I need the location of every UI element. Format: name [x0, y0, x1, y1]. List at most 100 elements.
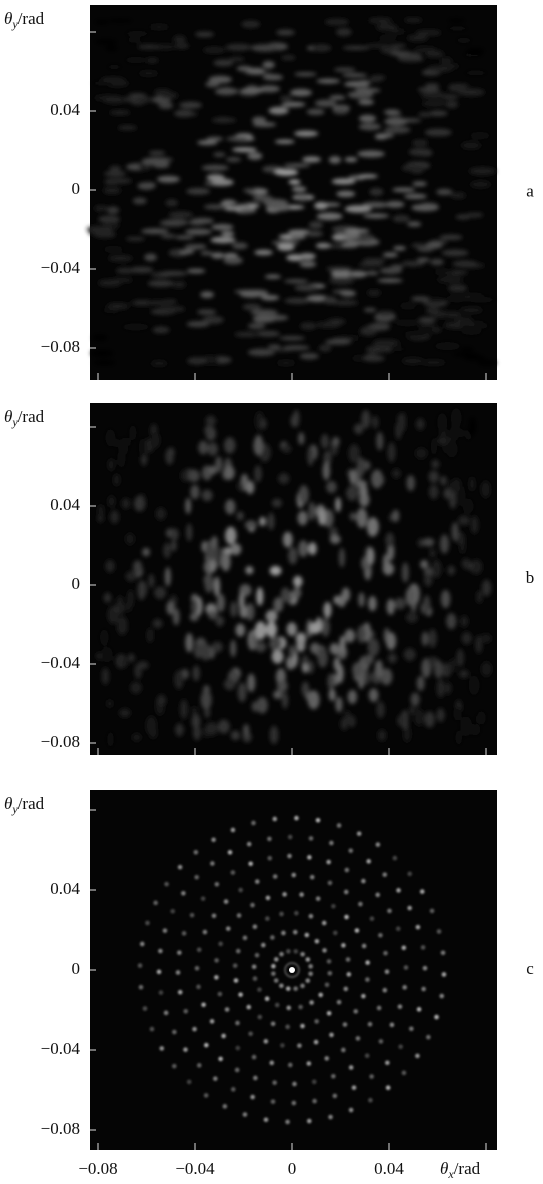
speckle-spot	[460, 717, 472, 736]
speckle-spot	[151, 360, 167, 366]
diffraction-spot	[285, 1120, 290, 1125]
diffraction-spot	[272, 1080, 277, 1085]
y-axis-label: θy/rad	[4, 9, 45, 31]
diffraction-spot	[250, 1095, 255, 1100]
speckle-spot	[447, 18, 465, 22]
diffraction-spot	[228, 850, 233, 855]
diffraction-spot	[404, 965, 409, 970]
speckle-spot	[190, 485, 199, 499]
speckle-spot	[469, 477, 475, 491]
speckle-spot	[386, 201, 405, 208]
speckle-spot	[459, 486, 466, 506]
speckle-spot	[434, 660, 443, 678]
speckle-spot	[240, 88, 264, 94]
diffraction-spot	[398, 1004, 403, 1009]
diffraction-spot	[315, 939, 320, 944]
speckle-spot	[113, 473, 120, 486]
diffraction-spot	[352, 1085, 357, 1090]
diffraction-spot	[210, 861, 215, 866]
speckle-spot	[202, 316, 223, 324]
diffraction-spot	[233, 963, 238, 968]
y-tick-label: 0.04	[50, 100, 80, 119]
speckle-spot	[174, 670, 183, 689]
speckle-spot	[425, 129, 452, 137]
speckle-spot	[376, 701, 384, 718]
diffraction-spot	[346, 957, 351, 962]
speckle-spot	[371, 470, 383, 489]
diffraction-spot	[341, 943, 346, 948]
diffraction-spot	[247, 842, 252, 847]
speckle-spot	[349, 470, 356, 484]
diffraction-spot	[347, 972, 352, 977]
diffraction-spot	[237, 913, 242, 918]
speckle-spot	[428, 629, 436, 648]
speckle-spot	[459, 670, 469, 678]
diffraction-spot	[305, 978, 310, 983]
speckle-spot	[359, 123, 381, 130]
speckle-spot	[93, 360, 115, 366]
speckle-spot	[462, 632, 472, 644]
speckle-spot	[446, 441, 458, 457]
diffraction-spot	[369, 1074, 374, 1079]
diffraction-spot	[383, 951, 388, 956]
speckle-spot	[452, 260, 477, 267]
diffraction-spot	[158, 949, 163, 954]
diffraction-spot	[182, 931, 187, 936]
diffraction-spot	[159, 990, 164, 995]
diffraction-spot	[420, 889, 425, 894]
speckle-spot	[457, 649, 464, 667]
speckle-spot	[215, 456, 222, 472]
speckle-spot	[108, 458, 115, 471]
speckle-spot	[146, 301, 172, 306]
speckle-spot	[276, 30, 295, 36]
diffraction-spot	[265, 996, 270, 1001]
speckle-spot	[452, 352, 479, 356]
speckle-spot	[270, 566, 282, 576]
diffraction-spot	[267, 856, 272, 861]
speckle-spot	[207, 442, 218, 455]
diffraction-spot	[280, 1043, 285, 1048]
speckle-spot	[323, 462, 331, 481]
speckle-spot	[416, 30, 442, 36]
speckle-spot	[232, 147, 257, 152]
speckle-spot	[211, 224, 233, 230]
speckle-spot	[457, 38, 472, 43]
diffraction-spot	[153, 901, 158, 906]
diffraction-spot	[439, 994, 444, 999]
diffraction-spot	[300, 984, 305, 989]
speckle-spot	[477, 711, 486, 724]
speckle-spot	[226, 137, 248, 142]
diffraction-spot	[370, 916, 375, 921]
speckle-spot	[383, 563, 394, 576]
speckle-spot	[245, 520, 257, 529]
speckle-spot	[161, 234, 176, 238]
diffraction-spot	[312, 1080, 317, 1085]
diffraction-spot	[159, 1046, 164, 1051]
speckle-spot	[284, 163, 311, 167]
speckle-spot	[323, 602, 331, 618]
speckle-spot	[458, 515, 470, 525]
y-axis-label: θy/rad	[4, 407, 45, 429]
speckle-spot	[447, 64, 459, 69]
speckle-spot	[121, 658, 128, 667]
speckle-spot	[126, 237, 145, 241]
speckle-spot	[171, 540, 177, 551]
speckle-spot	[364, 354, 379, 362]
speckle-spot	[215, 616, 224, 626]
speckle-spot	[302, 664, 308, 673]
diffraction-spot	[236, 949, 241, 954]
speckle-spot	[329, 689, 336, 701]
speckle-spot	[169, 211, 193, 218]
speckle-spot	[375, 135, 387, 139]
diffraction-spot	[178, 865, 183, 870]
diffraction-spot	[257, 987, 262, 992]
speckle-spot	[357, 150, 384, 157]
diffraction-spot	[297, 1043, 302, 1048]
speckle-spot	[467, 297, 494, 303]
speckle-spot	[247, 152, 262, 160]
diffraction-spot	[294, 816, 299, 821]
diffraction-spot	[316, 818, 321, 823]
figure: θy/rad0.040−0.04−0.08aθy/rad0.040−0.04−0…	[0, 0, 543, 1184]
speckle-spot	[211, 118, 236, 123]
diffraction-spot	[172, 1064, 177, 1069]
